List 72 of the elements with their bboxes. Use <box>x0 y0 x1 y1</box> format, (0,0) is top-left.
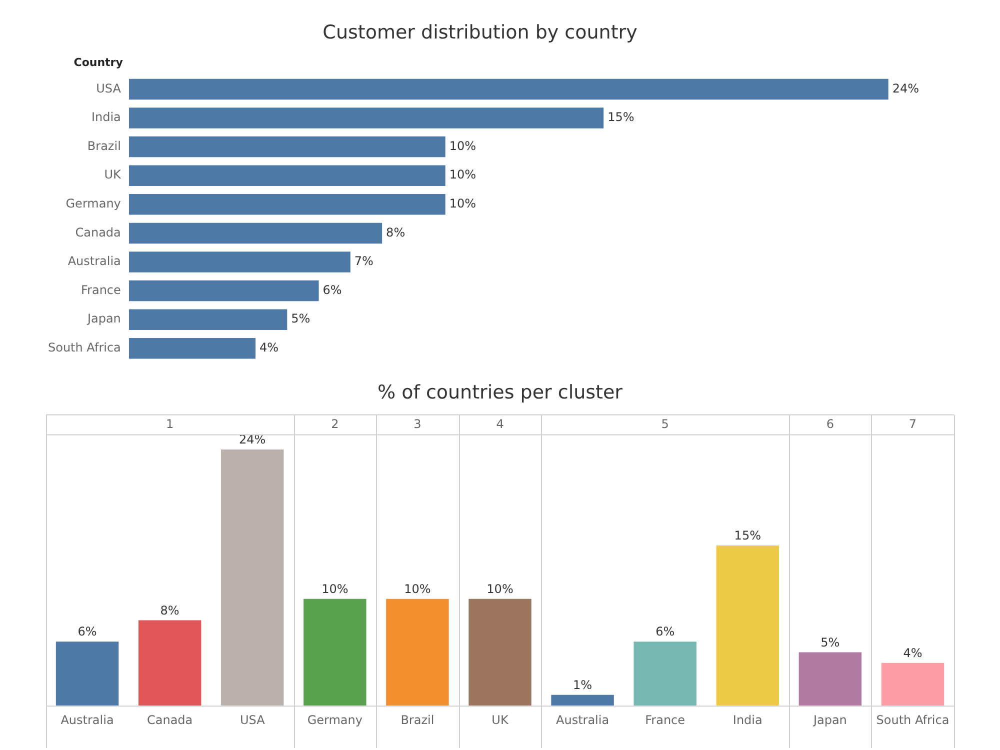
text: 6 <box>826 416 834 431</box>
y-tick-label: UK <box>104 168 122 182</box>
x-tick-label: Japan <box>812 712 847 727</box>
data-label: 8% <box>160 603 180 618</box>
bar <box>128 136 446 158</box>
bar <box>56 642 119 706</box>
bar <box>128 309 288 330</box>
data-label: 10% <box>404 582 431 596</box>
data-label: 24% <box>239 432 266 447</box>
bar <box>138 620 202 706</box>
x-tick-label: France <box>645 712 686 727</box>
y-tick-label: USA <box>96 81 122 96</box>
y-tick-label: India <box>91 110 121 124</box>
bar <box>551 694 614 706</box>
text: 3 <box>414 416 422 431</box>
data-label: 8% <box>386 225 406 240</box>
y-tick-label: Japan <box>86 312 121 326</box>
data-label: 6% <box>656 624 675 639</box>
chart-title: % of countries per cluster <box>378 381 623 404</box>
data-label: 6% <box>322 282 342 297</box>
data-label: 1% <box>573 678 592 692</box>
bar <box>128 108 604 128</box>
y-tick-label: South Africa <box>48 340 121 355</box>
text: 2 <box>331 416 339 431</box>
y-axis-title: Country <box>74 56 123 70</box>
text: 5 <box>661 416 669 431</box>
data-label: 7% <box>354 254 374 268</box>
bar <box>128 165 446 186</box>
x-tick-label: USA <box>240 712 266 727</box>
text: 4 <box>496 416 504 431</box>
bar <box>881 662 944 706</box>
bar <box>716 546 780 706</box>
bar <box>798 652 862 706</box>
text: 1 <box>166 416 174 431</box>
bar <box>220 449 284 706</box>
bar <box>468 598 532 706</box>
bar <box>128 78 888 100</box>
data-label: 10% <box>449 196 476 211</box>
data-label: 15% <box>734 528 761 543</box>
data-label: 5% <box>820 635 840 650</box>
data-label: 10% <box>322 582 348 596</box>
x-tick-label: Brazil <box>400 712 434 727</box>
x-tick-label: UK <box>492 712 510 727</box>
x-tick-label: India <box>732 712 762 727</box>
bar <box>304 598 366 706</box>
y-tick-label: Australia <box>68 254 121 268</box>
bar <box>128 252 350 272</box>
x-tick-label: South Africa <box>876 712 950 727</box>
chart-title: Customer distribution by country <box>322 21 638 44</box>
bar <box>128 338 256 359</box>
data-label: 4% <box>903 646 922 660</box>
y-tick-label: Brazil <box>87 138 121 153</box>
data-label: 24% <box>892 81 920 96</box>
data-label: 6% <box>78 624 97 639</box>
y-tick-label: France <box>81 282 121 297</box>
x-tick-label: Germany <box>307 712 362 727</box>
bar <box>634 642 696 706</box>
data-label: 10% <box>449 138 476 153</box>
y-tick-label: Canada <box>75 225 121 240</box>
bar <box>128 194 446 215</box>
data-label: 10% <box>486 582 514 596</box>
y-tick-label: Germany <box>66 196 121 211</box>
x-tick-label: Canada <box>146 712 193 727</box>
data-label: 10% <box>449 168 476 182</box>
data-label: 15% <box>608 110 634 124</box>
bar <box>128 222 382 244</box>
data-label: 5% <box>291 312 310 326</box>
bar <box>128 280 319 302</box>
data-label: 4% <box>259 340 279 355</box>
x-tick-label: Australia <box>556 712 610 727</box>
text: 7 <box>908 416 917 431</box>
bar <box>386 598 449 706</box>
